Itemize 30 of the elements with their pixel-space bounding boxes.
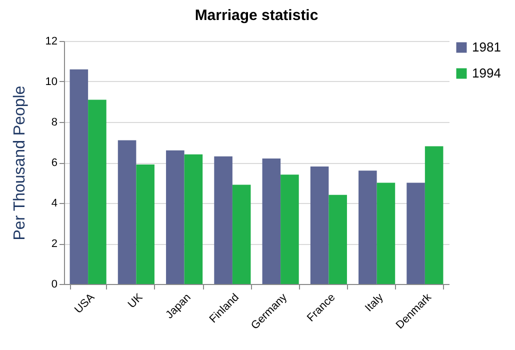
bar (136, 164, 154, 284)
legend-label: 1981 (472, 40, 501, 54)
legend-label: 1994 (472, 66, 501, 80)
bar (184, 154, 203, 284)
bar (376, 182, 396, 284)
bar (232, 184, 251, 284)
bar (70, 69, 88, 284)
bar (118, 140, 136, 284)
chart-title: Marriage statistic (194, 7, 318, 24)
x-tick-label: USA (72, 291, 98, 316)
y-tick-label: 10 (45, 76, 58, 88)
x-tick-label: Italy (363, 291, 386, 314)
bar (424, 146, 444, 284)
bar (88, 100, 106, 284)
y-tick-label: 0 (51, 278, 58, 290)
y-tick-label: 6 (51, 157, 58, 169)
y-tick-label: 12 (45, 36, 58, 48)
bar (262, 158, 281, 284)
y-axis-title: Per Thousand People (11, 86, 28, 240)
y-tick-label: 4 (51, 198, 58, 210)
x-tick-label: UK (126, 291, 146, 311)
bar (310, 166, 329, 284)
y-tick-label: 8 (51, 116, 58, 128)
bar (358, 170, 377, 284)
bar (328, 194, 347, 284)
bar (280, 174, 299, 284)
bar (406, 182, 425, 284)
bar (166, 150, 184, 284)
y-tick-label: 2 (51, 238, 58, 250)
bar (214, 156, 232, 284)
